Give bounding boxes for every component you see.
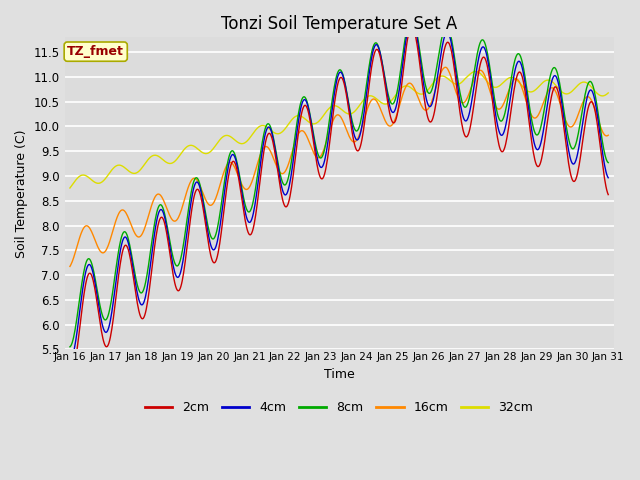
32cm	[604, 90, 612, 96]
32cm	[131, 170, 139, 176]
32cm	[66, 185, 74, 191]
Legend: 2cm, 4cm, 8cm, 16cm, 32cm: 2cm, 4cm, 8cm, 16cm, 32cm	[140, 396, 538, 419]
32cm	[404, 84, 412, 89]
32cm	[76, 173, 83, 179]
Line: 8cm: 8cm	[70, 16, 608, 347]
2cm	[77, 319, 84, 325]
16cm	[66, 264, 74, 269]
4cm	[604, 175, 612, 180]
16cm	[604, 132, 612, 138]
4cm	[66, 357, 74, 363]
2cm	[422, 104, 429, 110]
Y-axis label: Soil Temperature (C): Soil Temperature (C)	[15, 129, 28, 258]
4cm	[408, 15, 415, 21]
2cm	[132, 291, 140, 297]
16cm	[442, 64, 450, 70]
8cm	[408, 13, 415, 19]
4cm	[186, 208, 193, 214]
2cm	[67, 372, 74, 378]
8cm	[214, 221, 222, 227]
2cm	[187, 216, 195, 222]
Line: 4cm: 4cm	[70, 18, 608, 360]
X-axis label: Time: Time	[324, 368, 355, 381]
32cm	[472, 69, 479, 74]
16cm	[186, 180, 193, 186]
16cm	[420, 107, 428, 112]
16cm	[76, 235, 83, 240]
16cm	[404, 81, 412, 86]
Line: 2cm: 2cm	[70, 27, 608, 375]
2cm	[405, 29, 413, 35]
8cm	[131, 272, 139, 277]
32cm	[420, 91, 428, 96]
8cm	[404, 19, 412, 25]
2cm	[408, 24, 416, 30]
Title: Tonzi Soil Temperature Set A: Tonzi Soil Temperature Set A	[221, 15, 457, 33]
8cm	[421, 80, 429, 85]
32cm	[214, 139, 222, 145]
16cm	[131, 231, 139, 237]
32cm	[186, 143, 193, 148]
2cm	[604, 192, 612, 197]
8cm	[76, 296, 83, 301]
8cm	[604, 160, 612, 166]
4cm	[421, 89, 429, 95]
2cm	[215, 246, 223, 252]
2cm	[66, 372, 74, 377]
Line: 32cm: 32cm	[70, 72, 608, 188]
Line: 16cm: 16cm	[70, 67, 608, 266]
Text: TZ_fmet: TZ_fmet	[67, 45, 124, 58]
16cm	[214, 188, 222, 194]
4cm	[404, 24, 412, 29]
4cm	[76, 309, 83, 315]
8cm	[186, 198, 193, 204]
8cm	[66, 344, 74, 350]
4cm	[131, 278, 139, 284]
4cm	[214, 234, 222, 240]
